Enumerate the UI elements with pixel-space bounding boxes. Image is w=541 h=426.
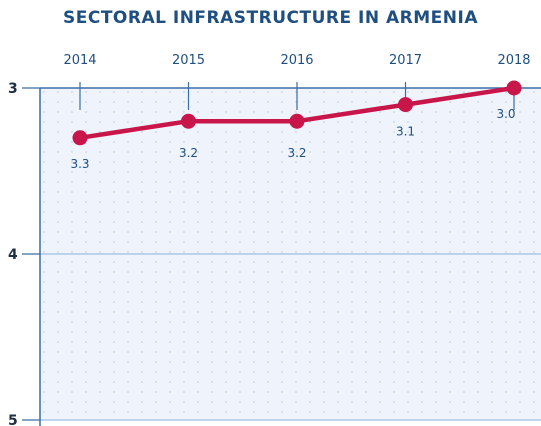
y-tick-label: 5 — [8, 413, 18, 426]
data-point — [289, 113, 305, 129]
data-label: 3.2 — [179, 146, 198, 160]
x-tick-label: 2015 — [172, 53, 205, 68]
data-labels: 3.3 3.2 3.2 3.1 3.0 — [70, 107, 515, 171]
data-point — [72, 130, 88, 146]
data-points — [72, 80, 522, 146]
data-label: 3.2 — [287, 146, 306, 160]
data-point — [181, 113, 196, 129]
data-point — [398, 97, 413, 113]
x-tick-label: 2016 — [280, 53, 313, 68]
data-point — [506, 80, 522, 96]
data-label: 3.0 — [496, 107, 515, 121]
gridlines — [40, 253, 541, 421]
x-tick-label: 2017 — [389, 53, 422, 68]
x-tick-label: 2014 — [63, 53, 96, 68]
chart-title: SECTORAL INFRASTRUCTURE IN ARMENIA — [63, 8, 478, 28]
x-tick-label: 2018 — [497, 53, 530, 68]
data-label: 3.3 — [70, 157, 89, 171]
y-tick-label: 3 — [8, 81, 18, 97]
y-tick-label: 4 — [8, 247, 18, 263]
x-axis-ticks: 2014 2015 2016 2017 2018 — [63, 53, 531, 110]
axes — [39, 87, 541, 426]
data-label: 3.1 — [396, 125, 415, 139]
y-axis-ticks: 3 4 5 — [8, 81, 40, 426]
